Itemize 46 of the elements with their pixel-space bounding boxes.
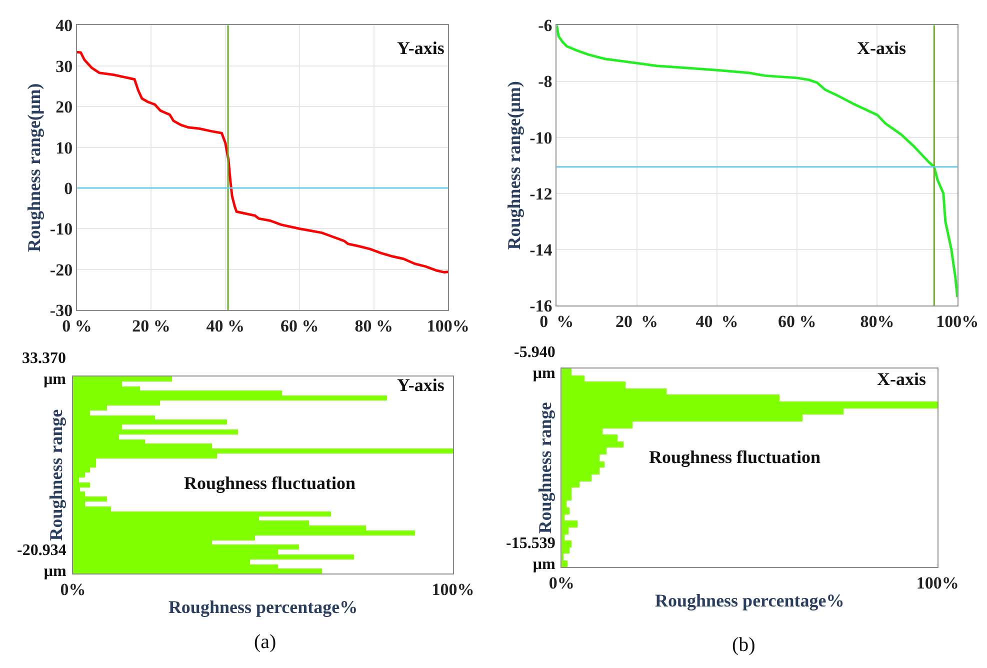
text: 33.370 μm xyxy=(22,350,67,388)
y-tick-label: 30 xyxy=(56,56,73,76)
y-tick-label: -20 xyxy=(50,260,73,280)
x-tick-label: 40 % xyxy=(696,312,738,331)
y-tick-label: -8 xyxy=(538,72,552,92)
y-tick-label: -14 xyxy=(530,240,553,260)
text: (a) xyxy=(254,631,276,653)
y-tick-label: -10 xyxy=(50,220,73,239)
x-tick-label: 20 % xyxy=(132,316,170,336)
annotation: Y-axis xyxy=(397,375,444,395)
y-tick-label: 10 xyxy=(56,138,73,158)
x-axis-title: Roughness percentage% xyxy=(168,597,358,618)
annotation: Y-axis xyxy=(397,38,444,58)
annotation: X-axis xyxy=(877,369,926,389)
x-tick-label: 100% xyxy=(936,312,979,331)
text: (b) xyxy=(732,634,756,656)
text: -15.539 μm xyxy=(506,535,556,573)
x-tick-label: 80% xyxy=(860,312,894,331)
y-tick-label: 0 xyxy=(64,178,73,198)
annotation: Roughness fluctuation xyxy=(649,447,821,467)
x-tick-label: 0% xyxy=(60,580,86,600)
y-tick-label: -12 xyxy=(530,184,552,204)
y-tick-label: 20 xyxy=(56,98,73,117)
bar xyxy=(73,568,322,574)
x-tick-label: 100% xyxy=(916,574,959,593)
y-axis-title: Roughness range(μm) xyxy=(24,83,44,252)
x-tick-label: 80 % xyxy=(354,316,393,336)
text: -20.934 μm xyxy=(17,542,67,580)
line-series xyxy=(556,25,958,298)
y-axis-title: Roughness range xyxy=(46,409,66,541)
annotation: X-axis xyxy=(857,38,906,58)
y-axis-title: Roughness range(μm) xyxy=(504,81,524,250)
x-tick-label: 100% xyxy=(432,580,474,600)
x-tick-label: 100% xyxy=(426,316,470,336)
x-tick-label: 40 % xyxy=(206,316,245,336)
x-tick-label: 60 % xyxy=(280,316,319,336)
x-tick-label: 60 % xyxy=(778,312,816,331)
x-axis-title: Roughness percentage% xyxy=(655,590,844,611)
y-tick-label: -10 xyxy=(530,128,552,148)
annotation: Roughness fluctuation xyxy=(184,473,356,493)
y-axis-title: Roughness range xyxy=(534,402,555,534)
text: -5.940 μm xyxy=(514,344,556,382)
x-tick-label: 0% xyxy=(548,574,574,593)
x-tick-label: 20 % xyxy=(616,312,658,331)
y-tick-label: -6 xyxy=(538,16,552,36)
y-tick-label: 40 xyxy=(56,16,73,36)
